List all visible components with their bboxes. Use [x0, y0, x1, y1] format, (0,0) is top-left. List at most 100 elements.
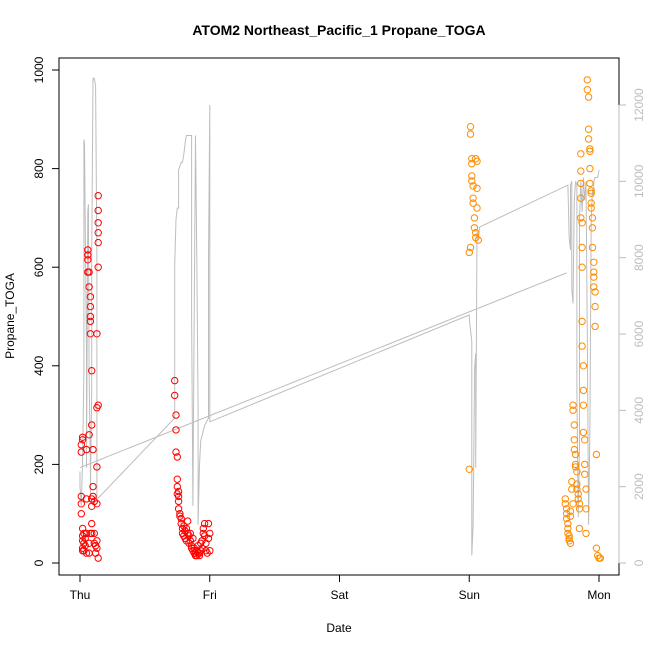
data-point [89, 482, 97, 491]
data-point [93, 463, 101, 471]
data-point [86, 312, 95, 321]
x-tick-label: Thu [70, 588, 91, 602]
data-point [578, 243, 586, 252]
data-point [569, 500, 577, 508]
data-point [88, 529, 96, 538]
data-point [590, 258, 598, 266]
line-series-segment [79, 272, 567, 469]
y-axis-label: Propane_TOGA [3, 273, 17, 359]
y2-tick-label: 6000 [632, 320, 646, 347]
data-point [472, 233, 480, 242]
data-point [203, 549, 211, 557]
data-point [93, 330, 101, 338]
data-point [473, 184, 481, 193]
data-point [174, 497, 183, 506]
data-point [189, 534, 197, 543]
data-point [174, 505, 183, 513]
data-point [172, 426, 180, 434]
y-tick-label: 400 [32, 355, 46, 375]
chart-title: ATOM2 Northeast_Pacific_1 Propane_TOGA [192, 22, 485, 38]
data-point [85, 283, 93, 291]
data-point [466, 130, 475, 138]
scatter-points [77, 76, 604, 562]
data-point [93, 537, 101, 545]
data-point [591, 288, 599, 296]
data-point [570, 445, 578, 454]
data-point [465, 465, 473, 473]
data-point [206, 529, 214, 538]
data-point [569, 401, 577, 409]
x-axis-label: Date [326, 621, 352, 635]
data-point [469, 182, 477, 190]
data-point [195, 551, 204, 560]
data-point [584, 93, 593, 101]
data-point [173, 475, 182, 483]
data-point [566, 507, 575, 515]
data-point [579, 386, 588, 395]
data-point [204, 519, 213, 528]
plot-frame [58, 57, 620, 576]
data-point [472, 229, 480, 237]
data-point [579, 362, 588, 370]
data-point [82, 529, 91, 538]
data-point [200, 519, 209, 528]
data-point [592, 544, 601, 552]
data-point [180, 522, 188, 530]
data-point [171, 391, 179, 400]
line-series-path [79, 77, 600, 556]
data-point [566, 512, 575, 520]
data-point [586, 145, 594, 153]
data-point [78, 436, 87, 444]
data-point [562, 510, 571, 518]
data-point [562, 514, 571, 523]
data-point [466, 123, 475, 131]
data-point [579, 428, 588, 437]
y2-tick-label: 2000 [632, 473, 646, 500]
data-point [94, 238, 102, 247]
data-point [561, 495, 569, 503]
data-point [204, 534, 213, 543]
data-point [587, 189, 595, 198]
data-point [174, 492, 183, 501]
data-point [190, 544, 198, 552]
data-point [465, 248, 473, 257]
data-point [177, 514, 185, 523]
data-point [198, 544, 206, 552]
data-point [592, 450, 601, 459]
data-point [570, 436, 578, 444]
data-point [85, 268, 93, 276]
data-point [587, 187, 595, 195]
data-point [77, 500, 86, 508]
data-point [574, 495, 582, 503]
x-tick-label: Sat [330, 588, 349, 602]
data-point [94, 401, 102, 409]
data-point [578, 219, 586, 227]
data-point [588, 224, 597, 232]
data-point [84, 246, 92, 254]
data-point [184, 517, 192, 525]
data-point [86, 317, 95, 326]
data-point [573, 485, 581, 493]
data-point [85, 431, 93, 439]
data-point [566, 539, 575, 547]
data-point [89, 445, 97, 454]
data-point [577, 167, 585, 175]
data-point [468, 172, 476, 180]
data-point [582, 529, 590, 538]
data-point [584, 135, 593, 143]
data-point [578, 342, 586, 350]
data-point [577, 194, 585, 202]
data-point [77, 510, 86, 518]
data-point [571, 460, 580, 469]
data-point [575, 500, 584, 508]
data-point [186, 537, 195, 545]
data-point [583, 76, 591, 84]
data-point [93, 544, 101, 552]
data-point [470, 224, 479, 232]
data-point [571, 450, 580, 459]
data-point [206, 547, 214, 555]
data-point [591, 302, 599, 311]
data-point [591, 322, 599, 331]
data-point [570, 421, 578, 429]
data-point [473, 204, 481, 212]
